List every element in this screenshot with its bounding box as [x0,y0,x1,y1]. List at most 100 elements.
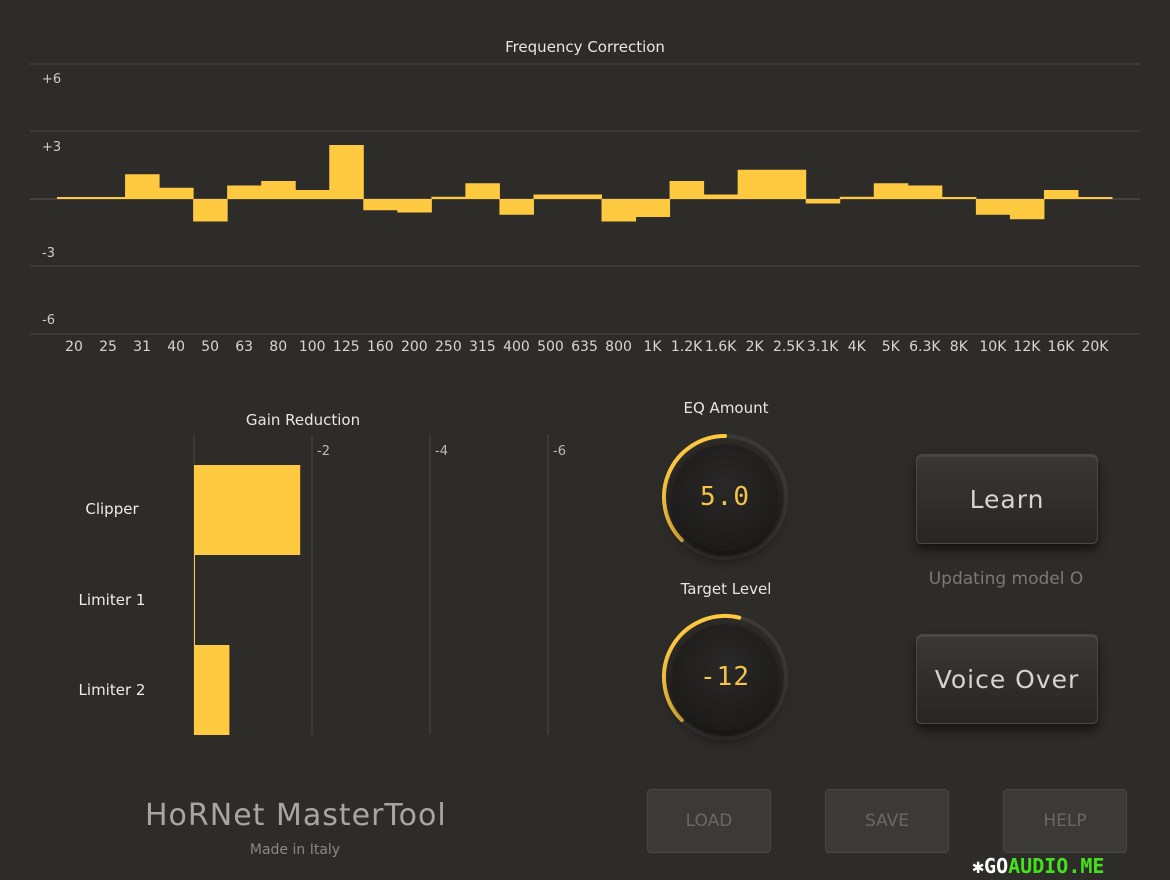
x-tick-label-1K: 1K [644,339,663,355]
eq-amount-ring [662,434,788,560]
x-tick-label-1.2K: 1.2K [671,339,703,355]
target-level-value: -12 [700,662,750,692]
x-tick-label-6.3K: 6.3K [909,339,941,355]
eq-bar-1K [635,199,671,217]
x-tick-label-50: 50 [201,339,219,355]
frequency-correction-chart: +6 +3 -3 -6 20 25 31 40 50 63 80 100 125 160 200 250 315… [30,63,1140,355]
load-button[interactable]: LOAD [647,789,771,853]
y-tick-label: +3 [42,140,61,155]
gr-bar-limiter-1 [194,555,195,645]
watermark-icon: ✱ [972,854,985,878]
eq-bar-4K [839,196,875,199]
eq-bar-5K [873,183,909,199]
eq-bar-8K [941,197,977,199]
eq-amount-face: 5.0 [671,443,779,551]
eq-bar-2K [737,169,773,199]
x-tick-label-160: 160 [367,339,394,355]
x-tick-label-2.5K: 2.5K [773,339,805,355]
eq-bar-80 [261,181,296,199]
x-tick-label-25: 25 [99,339,117,355]
eq-bar-500 [533,194,568,199]
learn-button[interactable]: Learn [916,454,1098,544]
x-tick-label-315: 315 [469,339,496,355]
brand-subtitle: Made in Italy [249,842,341,858]
eq-bar-25 [91,197,126,199]
eq-bar-1.6K [703,194,739,199]
y-tick-label: +6 [42,72,61,87]
help-button[interactable]: HELP [1003,789,1127,853]
x-tick-label-400: 400 [503,339,530,355]
eq-bar-6.3K [907,185,943,199]
y-tick-label: -3 [42,246,55,261]
x-tick-label-20K: 20K [1081,339,1109,355]
brand-title: HoRNet MasterTool [145,798,447,833]
target-level-face: -12 [671,623,779,731]
x-tick-label-5K: 5K [882,339,901,355]
x-tick-label-2K: 2K [746,339,765,355]
gr-scale-label: -4 [435,444,448,459]
limiter-2-label: Limiter 2 [78,681,146,699]
eq-bar-160 [363,199,398,211]
x-tick-label-125: 125 [333,339,360,355]
x-tick-label-80: 80 [269,339,287,355]
x-tick-label-250: 250 [435,339,462,355]
eq-amount-value: 5.0 [700,482,750,512]
eq-bar-20K [1077,197,1113,199]
x-tick-label-1.6K: 1.6K [705,339,737,355]
eq-bar-125 [329,145,364,199]
gr-scale-label: -6 [553,444,566,459]
gain-reduction-title: Gain Reduction [245,411,361,429]
x-tick-label-40: 40 [167,339,185,355]
x-tick-label-100: 100 [299,339,326,355]
watermark-suffix: AUDIO.ME [1008,854,1105,878]
eq-bar-3.1K [805,199,841,204]
x-tick-label-4K: 4K [848,339,867,355]
x-tick-label-10K: 10K [979,339,1007,355]
eq-bar-20 [57,197,92,199]
x-tick-label-16K: 16K [1047,339,1075,355]
eq-bar-63 [227,185,262,199]
x-tick-label-200: 200 [401,339,428,355]
eq-bar-1.2K [669,181,705,199]
eq-bar-635 [567,194,603,199]
eq-bar-16K [1043,190,1079,199]
limiter-1-label: Limiter 1 [78,591,146,609]
gr-bar-clipper [194,465,301,555]
eq-bar-31 [125,174,160,199]
voice-over-button[interactable]: Voice Over [916,634,1098,724]
eq-bar-12K [1009,199,1045,220]
eq-bar-2.5K [771,169,807,199]
x-tick-label-3.1K: 3.1K [807,339,839,355]
eq-bar-315 [465,183,500,199]
x-tick-label-12K: 12K [1013,339,1041,355]
eq-bar-50 [193,199,228,222]
frequency-correction-title: Frequency Correction [505,38,665,56]
target-level-knob[interactable]: -12 [661,613,789,741]
gain-reduction-meter: -2 -4 -6 [193,435,566,735]
eq-bar-400 [499,199,534,215]
x-tick-label-8K: 8K [950,339,969,355]
save-button[interactable]: SAVE [825,789,949,853]
eq-bar-250 [431,196,466,199]
eq-amount-label: EQ Amount [683,399,769,417]
eq-bar-800 [601,199,637,222]
eq-bar-40 [159,187,194,199]
x-tick-label-63: 63 [235,339,253,355]
x-tick-label-31: 31 [133,339,151,355]
watermark-logo: ✱GOAUDIO.ME [972,854,1104,878]
watermark-prefix: GO [984,854,1009,878]
eq-bar-10K [975,199,1011,215]
y-tick-label: -6 [42,313,55,328]
eq-bar-200 [397,199,432,213]
x-tick-label-800: 800 [605,339,632,355]
x-tick-label-20: 20 [65,339,83,355]
x-tick-label-500: 500 [537,339,564,355]
gr-bar-limiter-2 [194,645,230,735]
target-level-label: Target Level [680,580,772,598]
clipper-label: Clipper [85,500,139,518]
status-text: Updating model O [928,569,1084,589]
target-level-ring [662,614,788,740]
x-tick-label-635: 635 [571,339,598,355]
eq-amount-knob[interactable]: 5.0 [661,433,789,561]
eq-bar-100 [295,190,330,199]
